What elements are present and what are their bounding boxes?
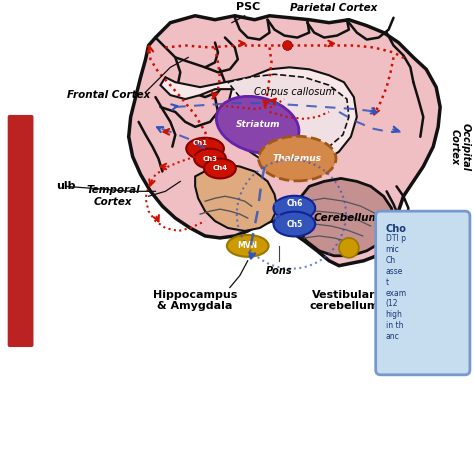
Polygon shape (228, 74, 349, 156)
Text: (12: (12 (385, 300, 398, 309)
Polygon shape (129, 16, 440, 266)
Text: Vestibular
cerebellum: Vestibular cerebellum (309, 290, 379, 311)
Text: exam: exam (385, 289, 407, 298)
Text: DTI p: DTI p (385, 234, 406, 243)
Text: Ch3: Ch3 (202, 155, 218, 162)
Text: Parietal Cortex: Parietal Cortex (291, 3, 378, 13)
Ellipse shape (259, 136, 336, 181)
Text: Ch6: Ch6 (286, 199, 302, 208)
Text: MVN: MVN (237, 241, 258, 250)
Text: Thalamus: Thalamus (273, 154, 322, 163)
Text: high: high (385, 310, 402, 319)
Ellipse shape (216, 96, 299, 154)
Ellipse shape (186, 138, 224, 160)
Text: Striatum: Striatum (236, 120, 280, 129)
Ellipse shape (194, 149, 226, 168)
Text: Temporal
Cortex: Temporal Cortex (86, 185, 140, 207)
Text: ulb: ulb (56, 182, 76, 191)
Text: Pons: Pons (266, 266, 293, 276)
Text: Corpus callosum: Corpus callosum (254, 87, 335, 97)
FancyBboxPatch shape (8, 115, 34, 347)
Text: t: t (385, 278, 389, 287)
Text: anc: anc (385, 332, 400, 341)
Ellipse shape (204, 159, 236, 178)
Text: Ch5: Ch5 (286, 219, 302, 228)
Text: in th: in th (385, 321, 403, 330)
Text: Ch4: Ch4 (212, 165, 228, 172)
Ellipse shape (227, 235, 269, 257)
FancyBboxPatch shape (376, 211, 470, 375)
Text: Cerebellum: Cerebellum (314, 213, 380, 223)
Text: Hippocampus
& Amygdala: Hippocampus & Amygdala (153, 290, 237, 311)
Polygon shape (294, 178, 393, 256)
Polygon shape (195, 164, 277, 231)
Ellipse shape (273, 212, 315, 237)
Polygon shape (160, 67, 357, 172)
Text: Cho: Cho (385, 224, 407, 234)
Text: Ch1: Ch1 (192, 140, 208, 146)
Text: Ch: Ch (385, 256, 396, 265)
Text: PSC: PSC (236, 2, 260, 12)
Circle shape (339, 238, 359, 258)
Text: Frontal Cortex: Frontal Cortex (67, 90, 151, 100)
Text: asse: asse (385, 267, 403, 276)
Text: mic: mic (385, 245, 400, 254)
Text: Occipital
Cortex: Occipital Cortex (449, 123, 471, 171)
Ellipse shape (273, 196, 315, 220)
